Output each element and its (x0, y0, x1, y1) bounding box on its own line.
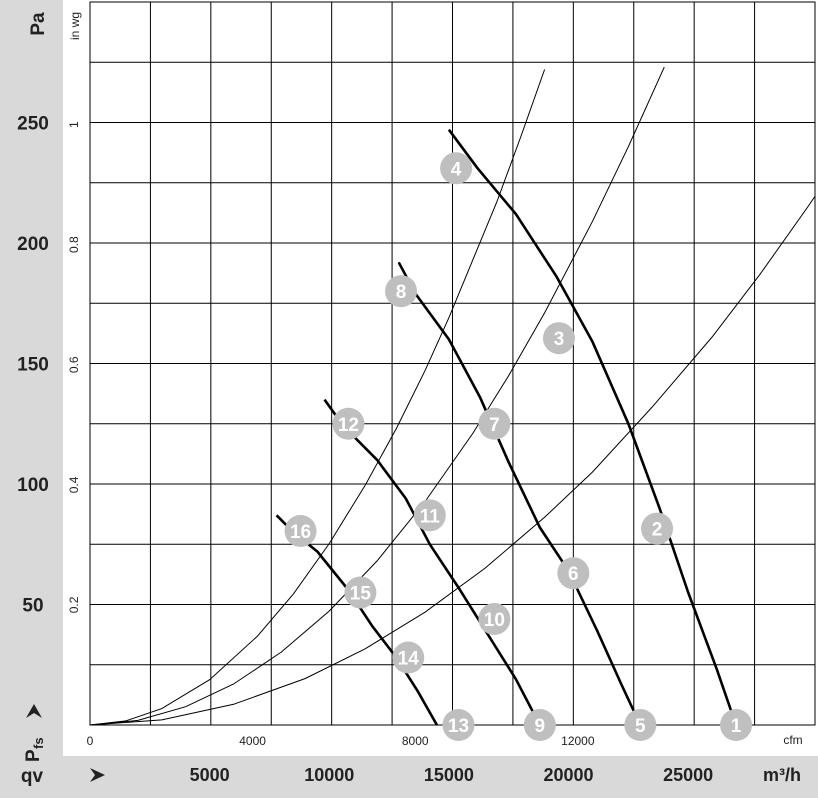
grid-lines (90, 2, 815, 725)
marker-label: 15 (350, 583, 372, 604)
marker-label: 5 (635, 716, 646, 737)
bottom-axis-band (0, 756, 818, 798)
marker-label: 4 (451, 159, 462, 180)
marker-5: 5 (624, 709, 657, 741)
marker-circle (478, 407, 511, 440)
marker-circle (442, 709, 475, 741)
marker-circle (557, 557, 590, 590)
x-tick-cfm: 8000 (402, 734, 429, 748)
fan-curve-2 (397, 261, 642, 726)
marker-label: 9 (535, 716, 546, 737)
pressure-subscript: fs (31, 737, 46, 749)
system-curve-2 (90, 66, 665, 725)
y-tick-in-wg: 0.6 (67, 356, 81, 373)
marker-label: 1 (731, 716, 742, 737)
marker-circle (284, 514, 317, 547)
marker-12: 12 (332, 407, 365, 440)
marker-14: 14 (392, 641, 425, 674)
left-axis-band (0, 0, 63, 798)
marker-1: 1 (720, 709, 753, 741)
marker-circle (440, 152, 473, 185)
y-tick-pa: 100 (17, 475, 49, 496)
x-tick-m3h: 10000 (304, 765, 354, 785)
marker-circle (624, 709, 657, 741)
marker-7: 7 (478, 407, 511, 440)
y-axis-label-in-wg: in wg (68, 12, 82, 40)
marker-circle (413, 499, 446, 532)
x-axis-primary-ticks: 5000 10000 15000 20000 25000 (190, 765, 714, 785)
marker-label: 11 (420, 506, 441, 527)
marker-16: 16 (284, 514, 317, 547)
marker-4: 4 (440, 152, 473, 185)
pressure-axis-corner-label: P fs (23, 737, 46, 762)
y-tick-pa: 200 (17, 234, 49, 255)
marker-circle (385, 275, 418, 308)
marker-6: 6 (557, 557, 590, 590)
marker-label: 12 (338, 415, 359, 436)
flow-symbol: qv (21, 766, 44, 787)
y-axis-secondary-ticks: 1 0.8 0.6 0.4 0.2 (67, 121, 81, 613)
x-tick-m3h: 15000 (424, 765, 474, 785)
marker-label: 7 (489, 415, 500, 436)
marker-11: 11 (413, 499, 446, 532)
marker-circle (478, 602, 511, 635)
marker-label: 3 (554, 329, 565, 350)
marker-label: 6 (568, 564, 579, 585)
fan-curve-1 (447, 128, 738, 726)
system-curves (90, 66, 815, 725)
x-tick-cfm: 12000 (561, 734, 595, 748)
marker-15: 15 (344, 576, 377, 609)
x-tick-cfm: 0 (87, 734, 94, 748)
x-axis-label-m3h: m³/h (763, 765, 801, 785)
y-tick-pa: 50 (22, 596, 43, 617)
marker-circle (641, 512, 674, 545)
y-tick-in-wg: 0.2 (67, 596, 81, 613)
marker-label: 8 (396, 282, 407, 303)
marker-label: 2 (652, 520, 663, 541)
marker-circle (332, 407, 365, 440)
marker-2: 2 (641, 512, 674, 545)
marker-label: 14 (398, 649, 420, 670)
marker-label: 10 (484, 610, 505, 631)
marker-8: 8 (385, 275, 418, 308)
y-tick-pa: 150 (17, 355, 49, 376)
system-curve-1 (90, 195, 815, 725)
x-tick-cfm: 4000 (239, 734, 266, 748)
marker-label: 13 (448, 716, 469, 737)
x-axis-secondary-ticks: 0 4000 8000 12000 (87, 734, 595, 748)
flow-arrow-icon (90, 768, 105, 782)
y-axis-primary-ticks: 250 200 150 100 50 (17, 114, 49, 617)
y-tick-in-wg: 0.8 (67, 236, 81, 253)
marker-circle (542, 322, 575, 355)
marker-3: 3 (542, 322, 575, 355)
pressure-arrow-icon (26, 704, 42, 718)
y-tick-pa: 250 (17, 114, 49, 135)
y-axis-label-pa: Pa (28, 12, 49, 36)
pressure-symbol: P (23, 749, 44, 762)
x-tick-m3h: 5000 (190, 765, 230, 785)
x-tick-m3h: 25000 (663, 765, 713, 785)
marker-10: 10 (478, 602, 511, 635)
marker-circle (392, 641, 425, 674)
marker-9: 9 (523, 709, 556, 741)
marker-circle (523, 709, 556, 741)
x-tick-m3h: 20000 (544, 765, 594, 785)
system-curve-3 (90, 69, 546, 725)
y-tick-in-wg: 0.4 (67, 476, 81, 493)
x-axis-label-cfm: cfm (783, 733, 802, 747)
marker-circle (720, 709, 753, 741)
y-tick-in-wg: 1 (67, 121, 81, 128)
marker-circle (344, 576, 377, 609)
marker-label: 16 (290, 522, 311, 543)
marker-13: 13 (442, 709, 475, 741)
